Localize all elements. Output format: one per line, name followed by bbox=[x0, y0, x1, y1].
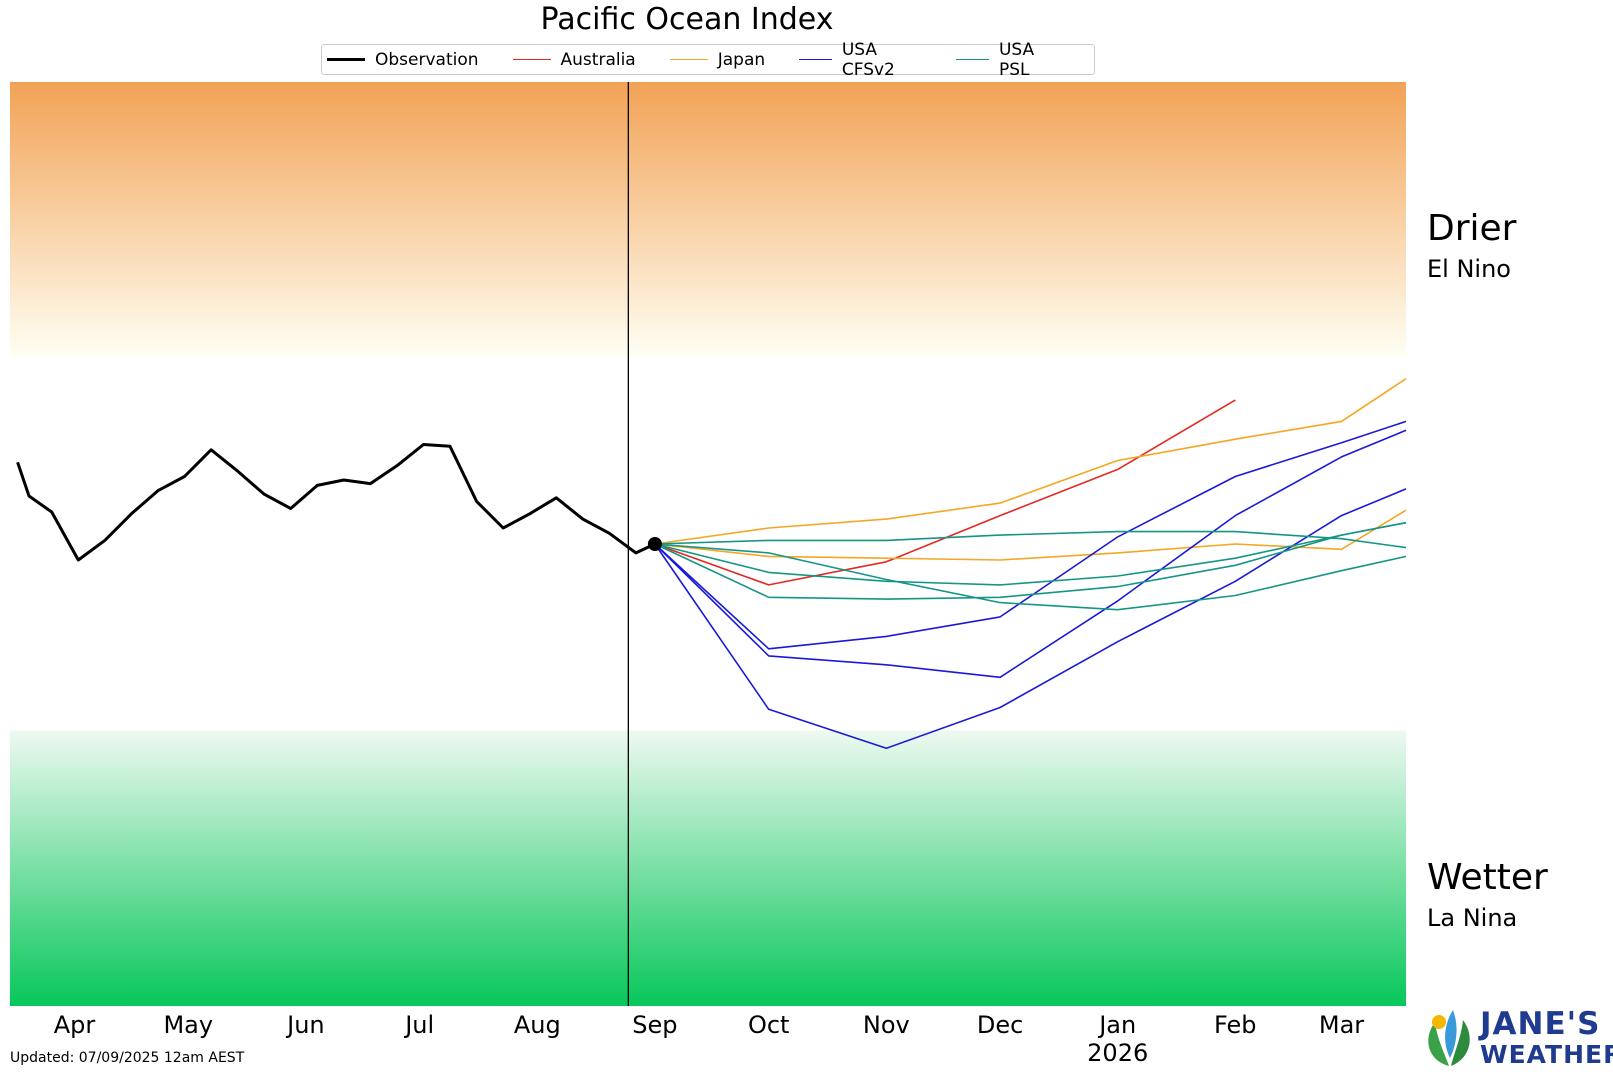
x-tick-label-apr: Apr bbox=[54, 1011, 96, 1039]
legend-label: USA CFSv2 bbox=[841, 39, 895, 80]
series-usa-cfsv2-line-1 bbox=[654, 420, 1407, 650]
legend-swatch bbox=[512, 59, 551, 60]
series-japan-line-1 bbox=[654, 378, 1407, 545]
legend-label: USA PSL bbox=[998, 39, 1035, 80]
legend-label: Observation bbox=[375, 49, 479, 70]
legend-item-observation: Observation bbox=[327, 50, 479, 70]
current-observation-marker bbox=[647, 537, 662, 551]
series-usa-psl-line-1 bbox=[654, 530, 1407, 549]
series-usa-psl-line-2 bbox=[654, 521, 1407, 586]
legend-item-usa-cfsv2: USA CFSv2 bbox=[799, 40, 922, 80]
legend-label: Japan bbox=[717, 49, 766, 70]
x-tick-label-dec: Dec bbox=[977, 1011, 1023, 1039]
x-tick-label-sep: Sep bbox=[632, 1011, 677, 1039]
wetter-label: Wetter bbox=[1427, 857, 1548, 898]
x-tick-label-jun: Jun bbox=[285, 1011, 325, 1039]
x-tick-label-oct: Oct bbox=[748, 1011, 790, 1039]
series-usa-cfsv2-line-3 bbox=[654, 488, 1407, 750]
legend-swatch bbox=[799, 59, 832, 60]
x-tick-label-jan: Jan bbox=[1097, 1011, 1136, 1039]
drier-label: Drier bbox=[1427, 208, 1517, 249]
la-nina-label: La Nina bbox=[1427, 904, 1518, 932]
x-tick-label-nov: Nov bbox=[863, 1011, 910, 1039]
series-australia-line-1 bbox=[654, 399, 1236, 586]
legend-item-usa-psl: USA PSL bbox=[956, 40, 1060, 80]
el-nino-label: El Nino bbox=[1427, 255, 1511, 283]
legend-label: Australia bbox=[560, 49, 636, 70]
x-axis-year-label: 2026 bbox=[1087, 1039, 1148, 1067]
legend-swatch bbox=[956, 59, 989, 60]
chart-legend: Observation Australia Japan USA CFSv2 USA PS… bbox=[321, 40, 1095, 80]
series-observation-line-1 bbox=[16, 443, 656, 562]
x-tick-label-jul: Jul bbox=[403, 1011, 434, 1039]
x-tick-label-mar: Mar bbox=[1319, 1011, 1364, 1039]
x-tick-label-feb: Feb bbox=[1214, 1011, 1257, 1039]
updated-timestamp: Updated: 07/09/2025 12am AEST bbox=[10, 1050, 245, 1066]
la-nina-band bbox=[10, 730, 1406, 1006]
legend-swatch bbox=[327, 58, 365, 61]
el-nino-band bbox=[10, 82, 1406, 358]
legend-item-australia: Australia bbox=[512, 49, 636, 70]
logo-line1: JANE'S bbox=[1480, 1006, 1601, 1042]
x-tick-label-may: May bbox=[163, 1011, 213, 1039]
leaf-logo-icon bbox=[1428, 1010, 1470, 1066]
series-usa-cfsv2-line-2 bbox=[654, 429, 1407, 679]
chart-title: Pacific Ocean Index bbox=[540, 2, 834, 37]
legend-swatch bbox=[669, 59, 708, 60]
series-usa-psl-line-3 bbox=[654, 521, 1407, 600]
x-tick-label-aug: Aug bbox=[514, 1011, 561, 1039]
legend-item-japan: Japan bbox=[669, 49, 766, 70]
logo-line2: WEATHER bbox=[1480, 1040, 1613, 1069]
janes-weather-logo: JANE'S WEATHER bbox=[1423, 1006, 1613, 1069]
series-usa-psl-line-4 bbox=[654, 543, 1407, 611]
